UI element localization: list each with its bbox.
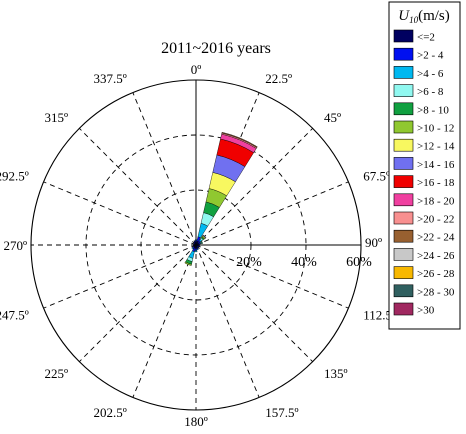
legend-swatch — [393, 229, 414, 243]
legend-swatch — [393, 29, 414, 43]
direction-label: 67.5º — [363, 169, 390, 184]
radial-tick-label: 20% — [236, 255, 262, 270]
legend-label: >24 - 26 — [417, 250, 455, 262]
legend-label: <=2 — [417, 32, 435, 44]
legend-label: >18 - 20 — [417, 195, 455, 207]
legend-label: >6 - 8 — [417, 86, 444, 98]
direction-label: 337.5º — [93, 71, 126, 86]
legend-label: >22 - 24 — [417, 232, 455, 244]
legend-swatch — [393, 175, 414, 188]
legend-label: >12 - 14 — [417, 141, 455, 153]
direction-label: 112.5º — [363, 307, 396, 322]
legend-swatch — [393, 248, 414, 261]
legend-swatch — [393, 157, 414, 170]
grid-spoke — [195, 244, 260, 398]
legend-label: >10 - 12 — [417, 123, 454, 135]
legend-label: >14 - 16 — [417, 159, 455, 171]
grid-spoke — [132, 92, 197, 246]
radial-tick-label: 60% — [346, 255, 372, 270]
legend-swatch — [393, 266, 414, 279]
legend-label: >4 - 6 — [417, 68, 444, 80]
petal-segment — [192, 245, 195, 247]
chart-title: 2011~2016 years — [161, 40, 271, 57]
grid-spoke — [79, 244, 197, 362]
legend-label: >2 - 4 — [417, 50, 444, 62]
petal-segment — [191, 247, 194, 250]
legend-label: >26 - 28 — [417, 268, 455, 280]
legend-label: >8 - 10 — [417, 104, 449, 116]
grid-spoke — [195, 244, 349, 309]
petal-segment — [184, 261, 192, 266]
radial-tick-label: 40% — [291, 255, 317, 270]
petal-segment — [194, 239, 198, 241]
legend-label: >30 — [417, 305, 435, 317]
legend-title: U10(m/s) — [398, 8, 450, 25]
legend-swatch — [393, 66, 414, 79]
grid-spoke — [43, 181, 197, 246]
legend-items: <=2 >2 - 4 >4 - 6 >6 - 8 >8 - 10 >10 - 12 >12 … — [393, 29, 455, 317]
direction-label: 225º — [44, 366, 68, 381]
legend-swatch — [393, 84, 414, 97]
grid-spoke — [43, 244, 197, 309]
legend-label: >28 - 30 — [417, 286, 455, 298]
legend-swatch — [393, 102, 414, 116]
legend-label: >20 - 22 — [417, 214, 454, 226]
grid-spoke — [79, 128, 197, 246]
petal-segment — [193, 241, 196, 243]
legend-swatch — [393, 120, 414, 134]
direction-label: 180º — [184, 414, 208, 429]
direction-label: 270º — [3, 238, 27, 253]
legend-swatch — [393, 138, 414, 152]
legend-swatch — [393, 47, 414, 61]
petal-segment — [196, 248, 199, 251]
petal-segment — [200, 241, 203, 244]
petal-segment — [221, 131, 258, 148]
petal-segment — [202, 234, 207, 239]
legend-swatch — [393, 302, 414, 316]
direction-label: 202.5º — [93, 405, 126, 420]
speed-legend: U10(m/s) <=2 >2 - 4 >4 - 6 >6 - 8 >8 - 10 >10… — [388, 1, 461, 330]
polar-grid — [30, 79, 362, 411]
direction-label: 135º — [324, 366, 348, 381]
grid-spoke — [195, 244, 313, 362]
grid-spoke — [195, 181, 349, 246]
direction-label: 315º — [44, 110, 68, 125]
legend-swatch — [393, 193, 414, 207]
axis-labels: 0º 22.5º 45º 67.5º 90º 112.5º 135º 157.5º 180º 20… — [0, 62, 396, 429]
direction-label: 90º — [365, 235, 382, 250]
direction-label: 45º — [324, 110, 341, 125]
direction-label: 157.5º — [265, 405, 298, 420]
petal-segment — [194, 250, 198, 253]
direction-label: 292.5º — [0, 169, 29, 184]
grid-spoke — [132, 244, 197, 398]
grid-spoke — [195, 128, 313, 246]
direction-label: 247.5º — [0, 307, 29, 322]
legend-swatch — [393, 211, 414, 225]
legend-label: >16 - 18 — [417, 177, 455, 189]
petal-segment — [198, 245, 200, 248]
legend-swatch — [393, 284, 414, 298]
direction-label: 22.5º — [265, 71, 292, 86]
petal-segment — [193, 244, 195, 246]
direction-label: 0º — [191, 62, 202, 77]
wind-petals — [184, 131, 258, 266]
